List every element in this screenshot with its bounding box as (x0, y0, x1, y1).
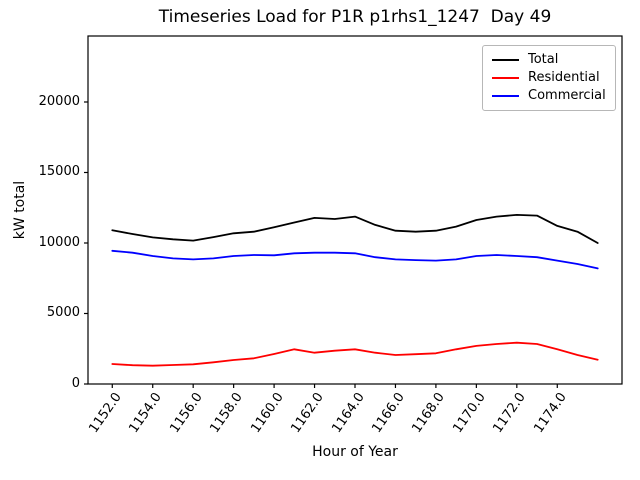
series-line-commercial (111, 249, 599, 270)
legend-item-commercial: Commercial (483, 87, 613, 105)
legend-line-sample (492, 59, 519, 61)
y-axis-label: kW total (12, 180, 28, 240)
series-line-total (111, 213, 599, 244)
legend-label: Residential (528, 70, 600, 85)
legend-line-sample (492, 77, 519, 79)
y-tick-label: 10000 (38, 234, 80, 250)
chart-title: Timeseries Load for P1R p1rhs1_1247 Day … (158, 7, 552, 27)
legend-line-sample (492, 95, 519, 97)
series-line-residential (111, 341, 599, 367)
legend-label: Commercial (528, 88, 606, 103)
y-tick-label: 5000 (46, 305, 80, 321)
legend-item-total: Total (483, 51, 613, 69)
legend: Total Residential Commercial (482, 45, 616, 111)
x-axis-label: Hour of Year (312, 444, 398, 460)
legend-item-residential: Residential (483, 69, 613, 87)
y-tick-label: 0 (71, 376, 80, 391)
y-tick-label: 15000 (38, 164, 80, 180)
y-tick-label: 20000 (38, 93, 80, 109)
legend-label: Total (528, 52, 559, 67)
